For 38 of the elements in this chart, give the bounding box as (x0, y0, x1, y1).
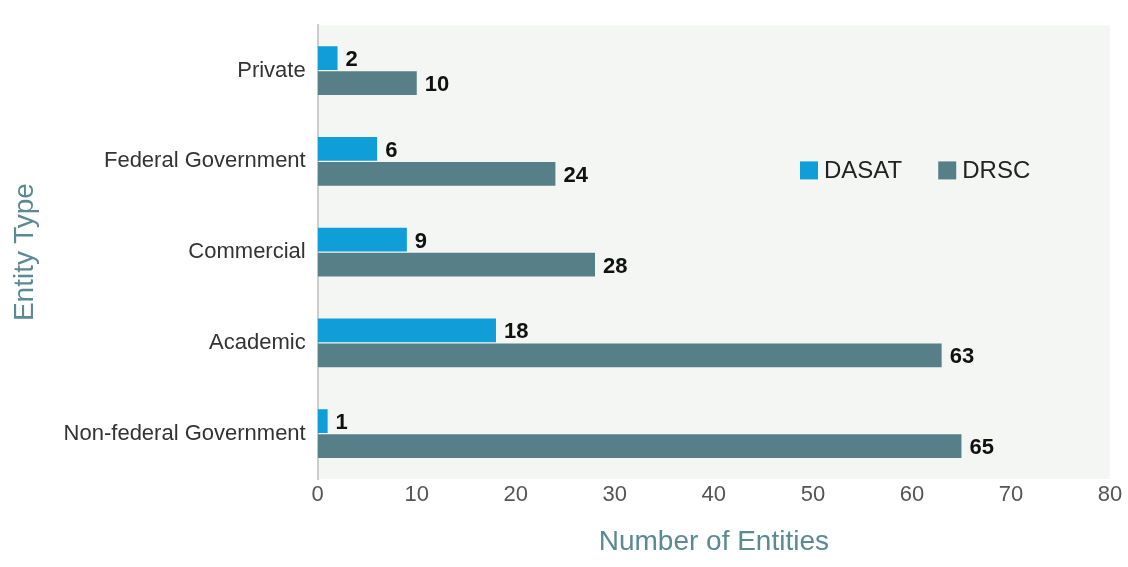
bar (317, 252, 596, 277)
data-label: 9 (414, 227, 428, 253)
data-label: 6 (385, 136, 398, 162)
bar (317, 318, 496, 343)
x-axis-title: Number of Entities (598, 524, 830, 556)
y-tick-label: Non-federal Government (63, 419, 306, 445)
bar (317, 137, 378, 161)
data-label: 65 (969, 434, 994, 460)
bar (317, 434, 962, 458)
y-tick-label: Private (237, 56, 306, 82)
legend-label: DASAT (824, 156, 903, 184)
y-tick-label: Commercial (188, 238, 306, 264)
bar (317, 161, 556, 186)
bar (317, 409, 328, 433)
x-tick-label: 60 (899, 481, 925, 507)
bar (317, 343, 942, 368)
y-tick-label: Academic (209, 328, 306, 354)
x-tick-label: 10 (404, 481, 429, 507)
data-label: 1 (335, 409, 348, 435)
data-label: 18 (503, 318, 529, 344)
x-tick-label: 50 (800, 481, 826, 507)
data-label: 2 (345, 46, 358, 72)
x-tick-label: 70 (998, 481, 1024, 507)
bar (317, 227, 407, 252)
y-tick-label: Federal Government (103, 147, 306, 173)
y-axis-title: Entity Type (7, 183, 39, 322)
x-tick-label: 30 (602, 481, 628, 507)
legend-label: DRSC (962, 156, 1031, 184)
x-tick-label: 0 (311, 481, 324, 507)
bar (317, 71, 417, 95)
x-tick-label: 40 (701, 481, 727, 507)
data-label: 24 (563, 161, 589, 187)
x-tick-label: 80 (1097, 481, 1123, 507)
data-label: 10 (424, 71, 450, 97)
x-tick-label: 20 (503, 481, 529, 507)
data-label: 28 (603, 252, 628, 278)
bar (317, 46, 338, 70)
data-label: 63 (949, 343, 975, 369)
